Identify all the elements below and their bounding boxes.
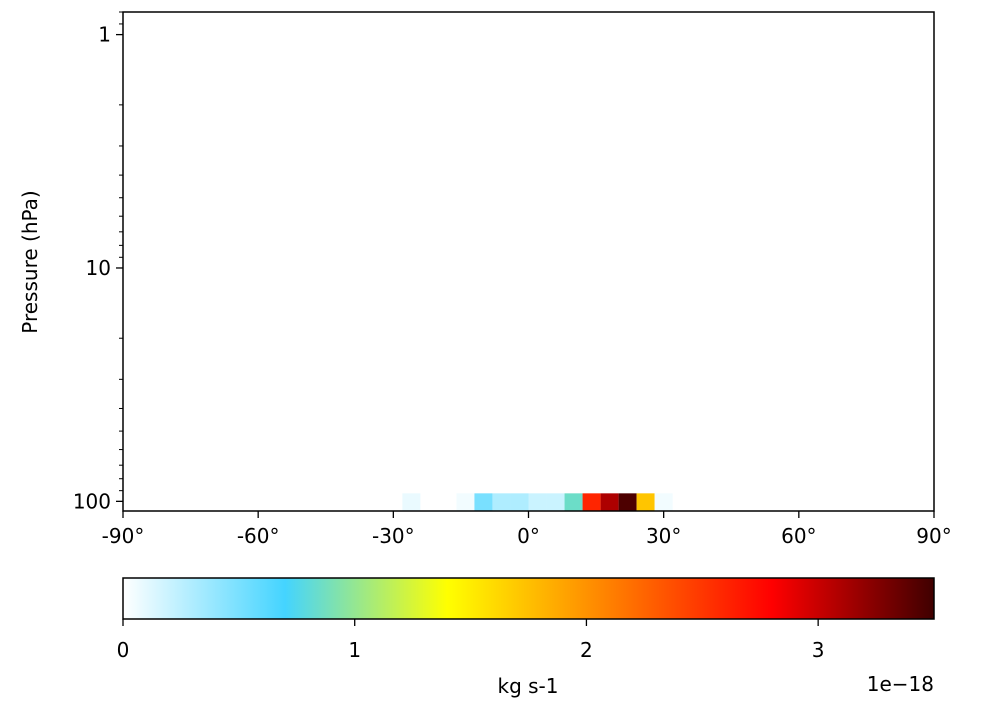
heatmap-cell (474, 493, 493, 511)
x-tick-label: 90° (916, 524, 951, 548)
colorbar-tick-label: 0 (117, 638, 130, 662)
x-tick-label: -30° (372, 524, 415, 548)
x-tick-label: 0° (517, 524, 540, 548)
colorbar-offset-label: 1e−18 (867, 672, 934, 696)
colorbar-label: kg s-1 (498, 674, 559, 698)
plot-frame (122, 11, 935, 512)
colorbar-tick-label: 1 (348, 638, 361, 662)
colorbar-tick-label: 2 (580, 638, 593, 662)
x-tick-label: -90° (102, 524, 145, 548)
x-tick-label: -60° (237, 524, 280, 548)
x-axis-ticks: -90° -60° -30° 0° 30° 60° 90° (102, 511, 952, 548)
heatmap-cell (636, 493, 655, 511)
y-axis-ticks: 1 10 100 (73, 23, 123, 513)
colorbar-tick-label: 3 (812, 638, 825, 662)
heatmap-cell (402, 493, 421, 511)
heatmap-cell (564, 493, 583, 511)
heatmap-cell (492, 493, 511, 511)
heatmap-cell (456, 493, 475, 511)
y-tick-label: 100 (73, 489, 111, 513)
colorbar-ticks: 0 1 2 3 (117, 619, 825, 662)
y-tick-label: 1 (98, 23, 111, 47)
heatmap-cells (402, 493, 673, 511)
y-axis-label: Pressure (hPa) (18, 190, 42, 333)
heatmap-cell (546, 493, 565, 511)
heatmap-cell (654, 493, 673, 511)
y-tick-label: 10 (86, 256, 111, 280)
x-tick-label: 30° (646, 524, 681, 548)
heatmap-cell (510, 493, 529, 511)
heatmap-cell (528, 493, 547, 511)
x-tick-label: 60° (781, 524, 816, 548)
colorbar-frame (122, 577, 935, 620)
heatmap-cell (600, 493, 619, 511)
heatmap-cell (582, 493, 601, 511)
colorbar-gradient (123, 578, 934, 619)
heatmap-cell (618, 493, 637, 511)
